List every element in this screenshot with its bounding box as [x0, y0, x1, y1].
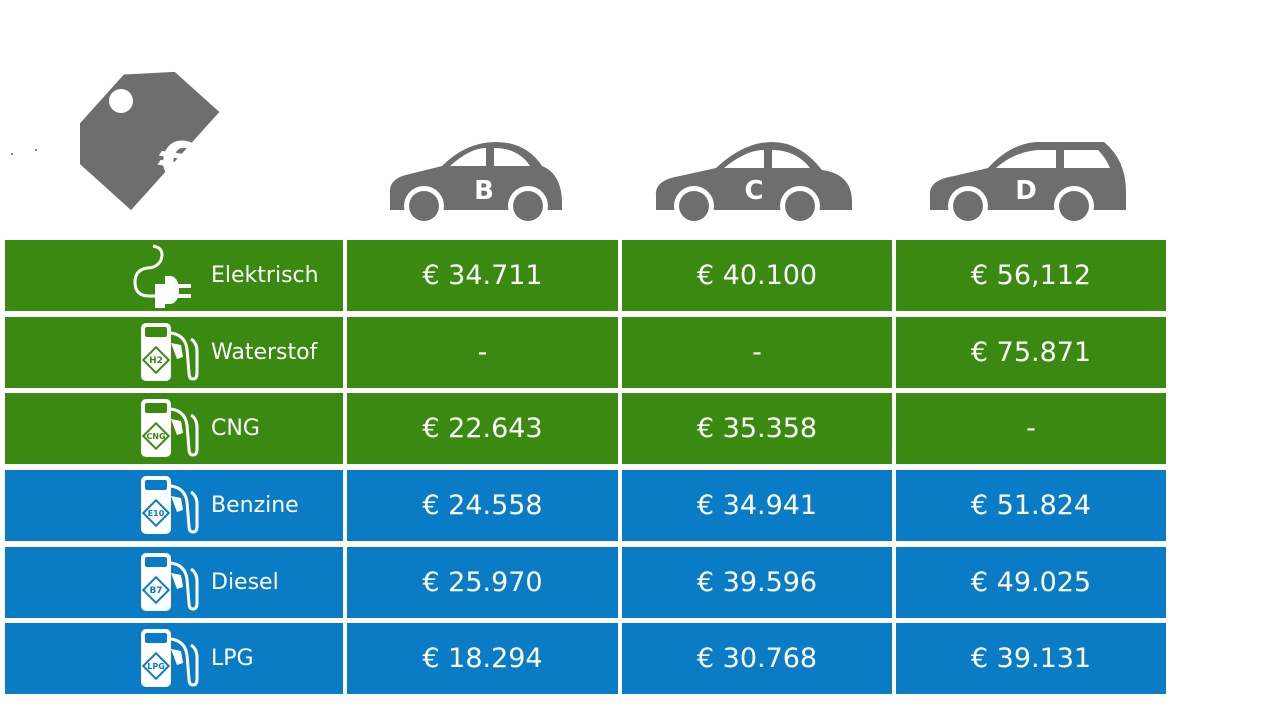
stray-dot [35, 149, 37, 151]
fuel-type-label: CNG [211, 416, 260, 441]
price-cell: € 39.131 [896, 623, 1166, 694]
car-column-d: D [926, 132, 1130, 226]
svg-text:E10: E10 [148, 509, 165, 518]
stray-dot [11, 153, 13, 155]
fuel-type-label: Elektrisch [211, 263, 319, 288]
price-cell: € 49.025 [896, 547, 1166, 618]
price-cell: € 51.824 [896, 470, 1166, 541]
table-row-label: LPG LPG [5, 623, 343, 694]
svg-text:LPG: LPG [147, 662, 165, 671]
fuel-type-label: Diesel [211, 570, 279, 595]
fuel-pump-icon: B7 [131, 551, 201, 615]
fuel-type-label: LPG [211, 646, 254, 671]
price-cell: € 25.970 [347, 547, 618, 618]
price-cell: - [622, 317, 892, 388]
price-cell: € 34.711 [347, 240, 618, 311]
table-row-label: H2 Waterstof [5, 317, 343, 388]
fuel-pump-icon: CNG [131, 397, 201, 461]
hatchback-car-icon: B [389, 142, 562, 226]
price-cell: - [896, 393, 1166, 464]
car-label-c: C [744, 176, 763, 206]
price-cell: € 34.941 [622, 470, 892, 541]
car-column-b: B [386, 132, 566, 226]
car-label-b: B [474, 176, 494, 206]
car-label-d: D [1015, 176, 1037, 206]
table-row-label: CNG CNG [5, 393, 343, 464]
fuel-pump-icon: E10 [131, 474, 201, 538]
price-tag-icon: € [59, 62, 240, 222]
svg-text:B7: B7 [149, 586, 162, 596]
price-cell: € 40.100 [622, 240, 892, 311]
fuel-type-label: Benzine [211, 493, 299, 518]
price-cell: € 56,112 [896, 240, 1166, 311]
electric-plug-icon [131, 244, 201, 308]
svg-text:CNG: CNG [146, 432, 165, 441]
price-cell: € 22.643 [347, 393, 618, 464]
table-row-label: B7 Diesel [5, 547, 343, 618]
price-cell: € 75.871 [896, 317, 1166, 388]
price-cell: € 35.358 [622, 393, 892, 464]
table-row-label: E10 Benzine [5, 470, 343, 541]
fuel-type-label: Waterstof [211, 340, 318, 365]
fuel-pump-icon: H2 [131, 321, 201, 385]
price-cell: - [347, 317, 618, 388]
price-cell: € 24.558 [347, 470, 618, 541]
sedan-car-icon: C [655, 142, 852, 226]
car-column-c: C [652, 132, 856, 226]
fuel-pump-icon: LPG [131, 627, 201, 691]
table-row-label: Elektrisch [5, 240, 343, 311]
svg-text:H2: H2 [149, 356, 163, 366]
price-cell: € 39.596 [622, 547, 892, 618]
price-cell: € 30.768 [622, 623, 892, 694]
station-wagon-car-icon: D [929, 142, 1126, 226]
price-cell: € 18.294 [347, 623, 618, 694]
